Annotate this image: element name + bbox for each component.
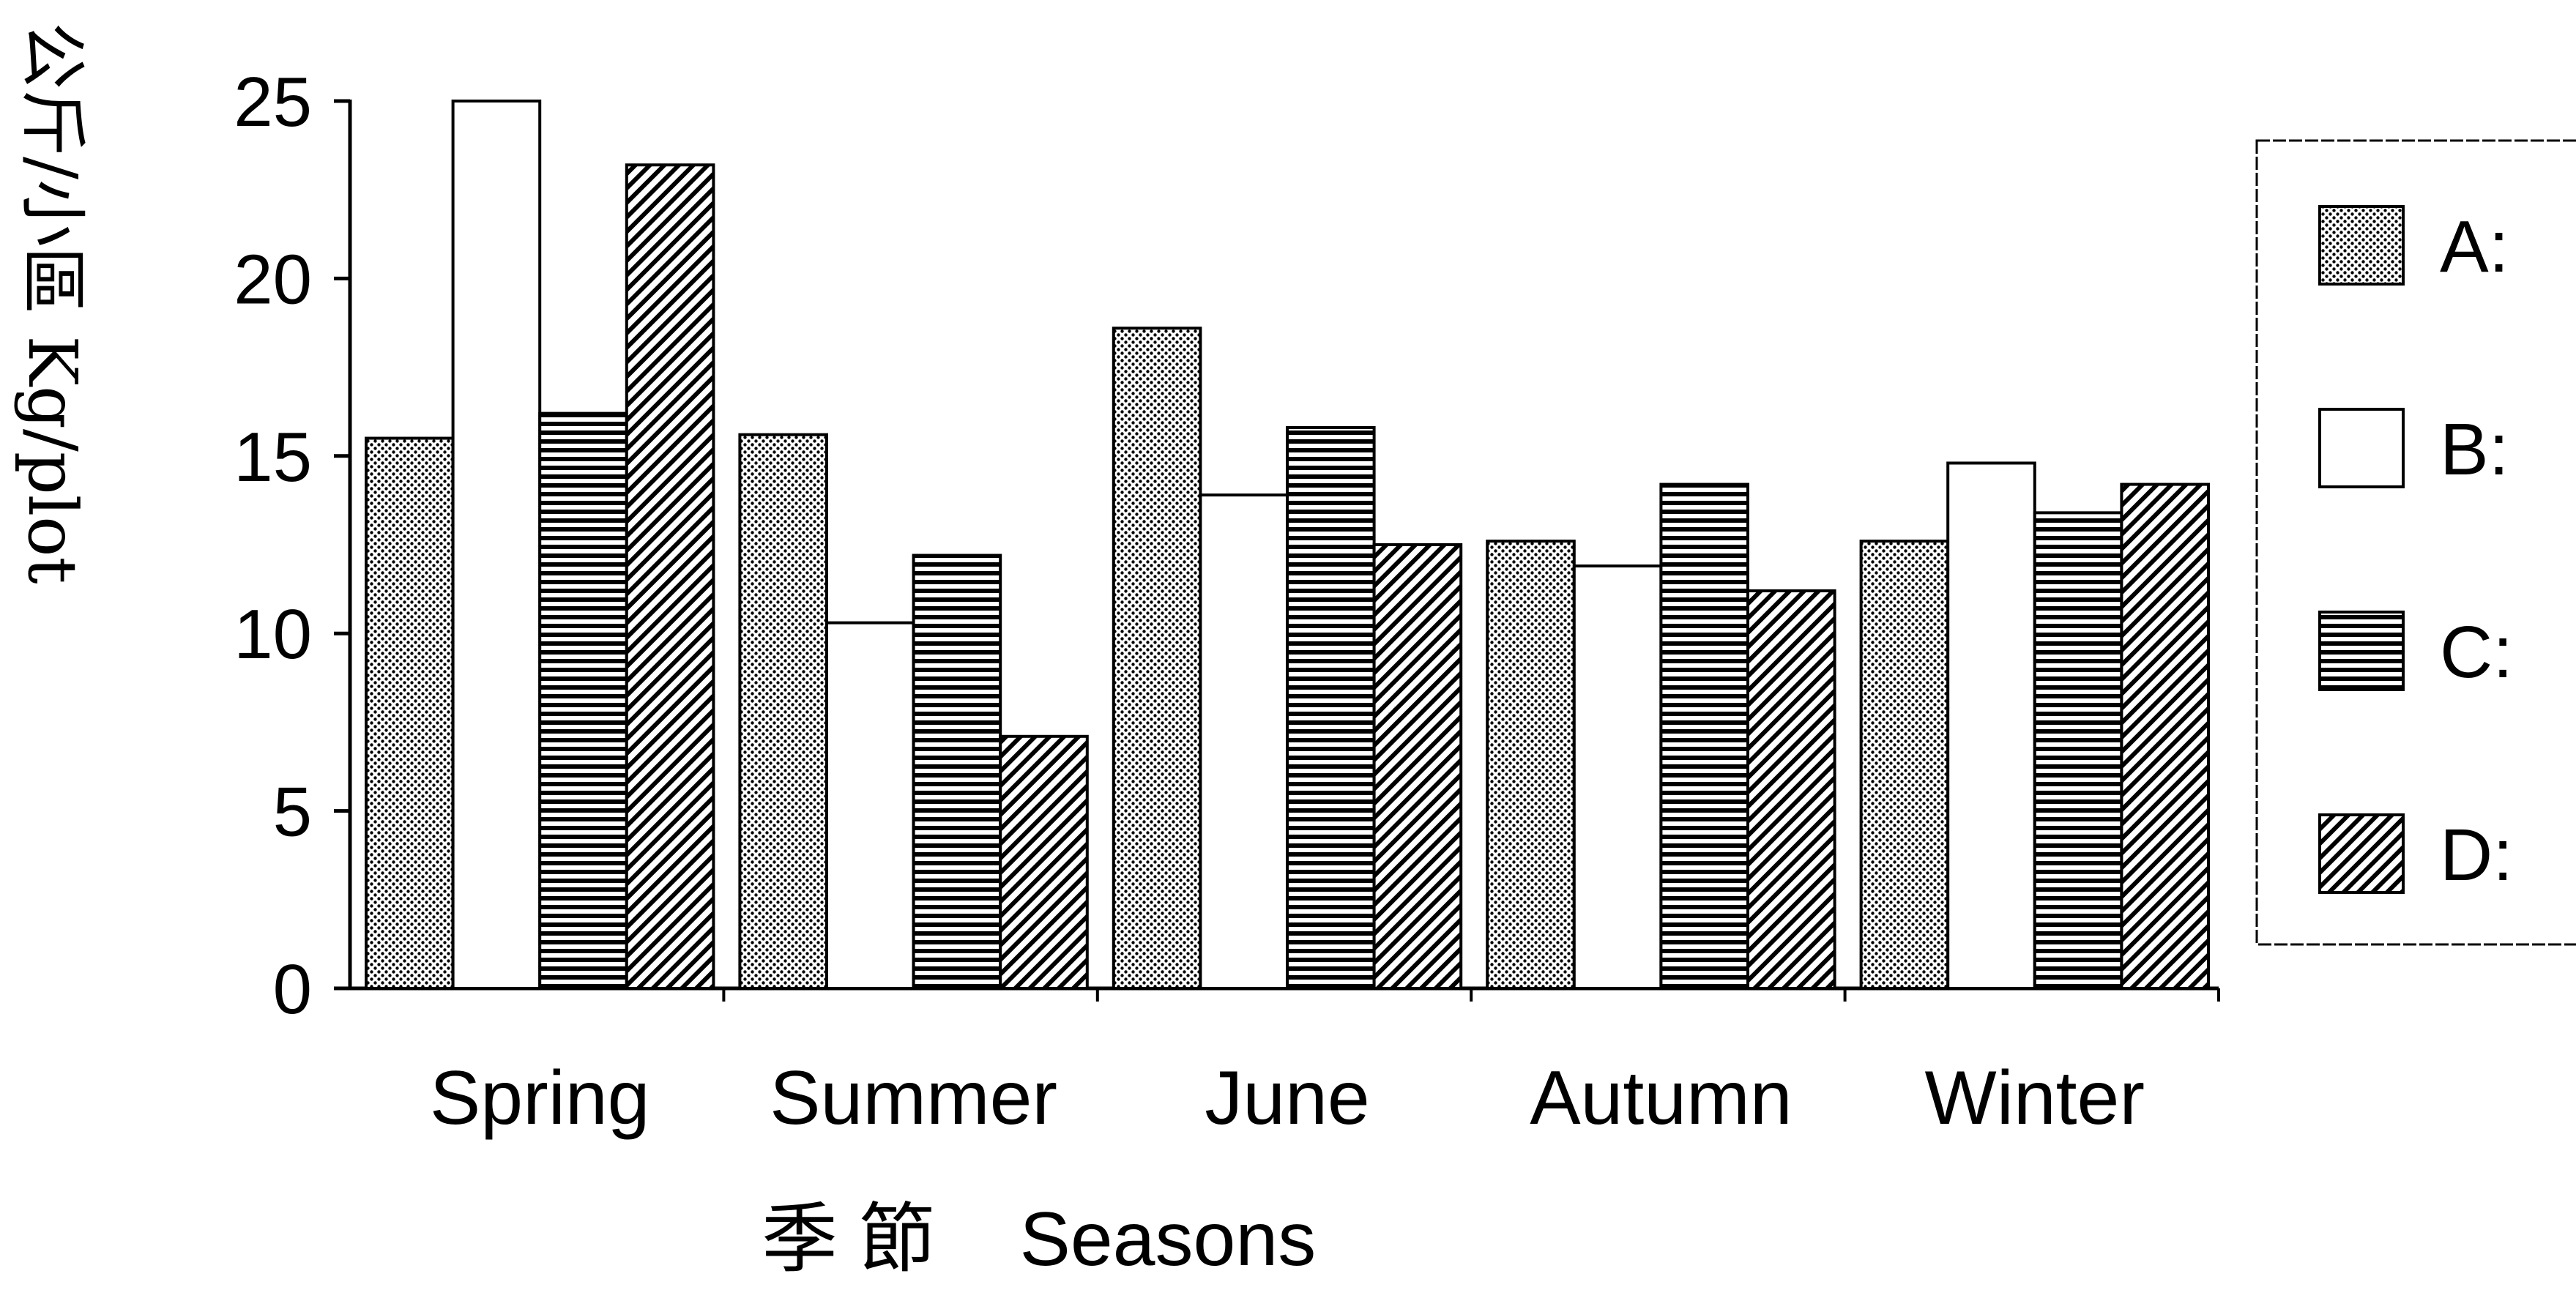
legend-label: A: [2440, 206, 2509, 288]
legend-swatch [2318, 813, 2405, 894]
legend-swatch [2318, 205, 2405, 286]
y-ticks: 0 5 10 15 20 25 [234, 63, 350, 1029]
legend-label: C: [2440, 611, 2513, 693]
legend-label: B: [2440, 409, 2509, 491]
bar-c-autumn [1659, 482, 1749, 990]
bar-b-june [1199, 493, 1289, 990]
legend-box [2255, 139, 2576, 946]
bar-d-spring [625, 163, 715, 990]
bar-b-summer [825, 621, 915, 990]
x-category-label: June [1205, 1056, 1370, 1141]
legend-swatch [2318, 611, 2405, 691]
bar-a-winter [1859, 540, 1950, 990]
x-category-labels: Spring Summer June Autumn Winter [430, 1056, 2145, 1141]
y-axis-label: 公斤/小區 Kg/plot [13, 22, 92, 584]
x-category-label: Autumn [1530, 1056, 1792, 1141]
x-axis-label: 季 節 Seasons [762, 1197, 1316, 1282]
bar-a-summer [738, 433, 829, 990]
legend-swatch [2318, 408, 2405, 488]
bar-c-summer [912, 553, 1002, 990]
y-tick-label: 0 [273, 950, 312, 1029]
bar-b-winter [1946, 461, 2036, 990]
x-category-label: Summer [770, 1056, 1057, 1141]
bar-d-summer [999, 734, 1089, 990]
bar-c-june [1286, 426, 1376, 990]
bar-a-autumn [1486, 540, 1576, 990]
y-tick-label: 10 [234, 595, 312, 674]
bar-a-june [1112, 327, 1202, 991]
legend-label: D: [2440, 814, 2513, 896]
bar-a-spring [365, 436, 455, 990]
bar-d-winter [2120, 482, 2210, 990]
y-tick-label: 5 [273, 773, 312, 851]
bar-b-spring [451, 100, 542, 990]
bar-c-winter [2033, 511, 2123, 990]
x-category-label: Winter [1925, 1056, 2145, 1141]
legend: A: B: C: D: [2255, 139, 2576, 946]
bar-d-autumn [1746, 589, 1836, 990]
bar-b-autumn [1572, 564, 1663, 990]
x-category-label: Spring [430, 1056, 650, 1141]
bars [365, 100, 2210, 991]
y-tick-label: 25 [234, 63, 312, 141]
bar-d-june [1372, 543, 1463, 990]
bar-c-spring [538, 411, 628, 990]
y-tick-label: 15 [234, 418, 312, 496]
y-tick-label: 20 [234, 240, 312, 318]
